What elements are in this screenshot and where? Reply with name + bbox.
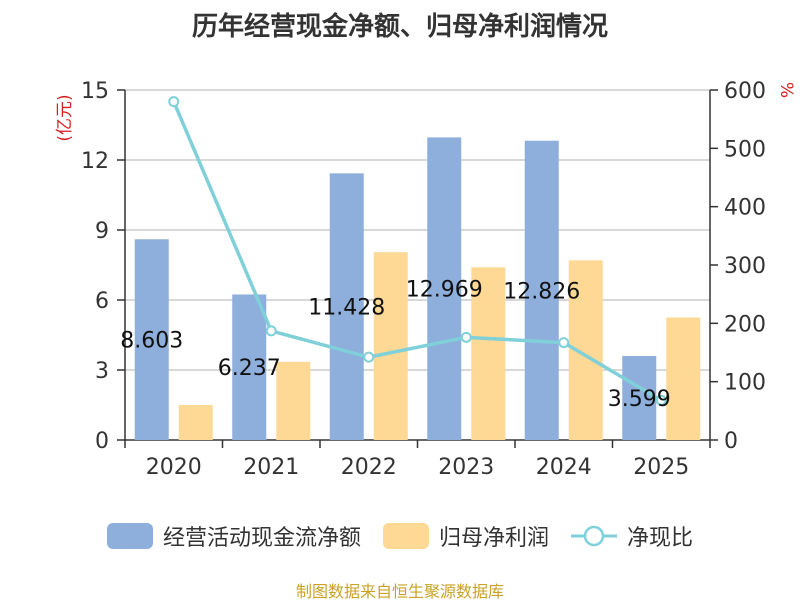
chart-title: 历年经营现金净额、归母净利润情况 [191,12,608,42]
bar-net-profit [178,405,213,440]
right-axis-tick-label: 500 [724,137,766,162]
bar-operating-cash-flow [427,137,462,440]
x-axis-tick-label: 2021 [243,455,299,480]
point-cash-ratio [265,325,277,337]
legend-label: 经营活动现金流净额 [162,526,361,551]
left-axis-unit-label: (亿元) [55,94,75,141]
data-label-operating-cash-flow: 11.428 [308,296,385,321]
bar-net-profit [373,252,408,440]
x-axis-tick-label: 2025 [633,455,689,480]
legend-label: 归母净利润 [438,526,549,551]
bar-operating-cash-flow [329,173,364,440]
data-label-operating-cash-flow: 6.237 [218,356,281,381]
left-axis-tick-label: 12 [81,149,109,174]
right-axis-unit-label: % [776,82,796,98]
legend-item-net-profit[interactable]: 归母净利润 [382,520,549,552]
legend-swatch-bar1 [106,523,153,549]
legend-swatch-bar2 [382,523,429,549]
bar-net-profit [276,361,311,440]
left-axis-tick-label: 0 [95,429,109,454]
data-label-operating-cash-flow: 3.599 [608,387,671,412]
x-axis-tick-label: 2024 [536,455,592,480]
point-cash-ratio [460,331,472,343]
right-axis-tick-label: 0 [724,429,738,454]
bar-operating-cash-flow [134,239,169,440]
legend: 经营活动现金流净额 归母净利润 净现比 [0,516,800,556]
point-cash-ratio [655,394,667,406]
bar-operating-cash-flow [524,140,559,440]
bar-operating-cash-flow [622,356,657,440]
point-cash-ratio [363,351,375,363]
legend-item-operating-cash-flow[interactable]: 经营活动现金流净额 [106,520,361,552]
legend-label: 净现比 [627,526,694,551]
x-axis-tick-label: 2020 [146,455,202,480]
legend-swatch-line [571,525,617,547]
data-label-operating-cash-flow: 12.969 [406,278,483,303]
x-axis-tick-label: 2022 [341,455,397,480]
left-axis-tick-label: 6 [95,289,109,314]
right-axis-tick-label: 200 [724,312,766,337]
left-axis-tick-label: 9 [95,219,109,244]
line-cash-ratio [172,100,663,402]
left-axis-tick-label: 15 [81,79,109,104]
x-axis-tick-label: 2023 [438,455,494,480]
right-axis-tick-label: 300 [724,254,766,279]
point-cash-ratio [168,96,180,108]
bar-operating-cash-flow [232,294,267,440]
point-cash-ratio [558,337,570,349]
legend-item-cash-ratio[interactable]: 净现比 [571,520,693,552]
right-axis-tick-label: 100 [724,371,766,396]
bar-net-profit [471,267,506,440]
bar-net-profit [666,317,701,440]
data-label-operating-cash-flow: 8.603 [120,329,183,354]
right-axis-tick-label: 600 [724,79,766,104]
left-axis-tick-label: 3 [95,359,109,384]
data-source-note: 制图数据来自恒生聚源数据库 [295,582,504,601]
legend-line-marker [583,525,605,547]
right-axis-tick-label: 400 [724,196,766,221]
data-label-operating-cash-flow: 12.826 [503,279,580,304]
